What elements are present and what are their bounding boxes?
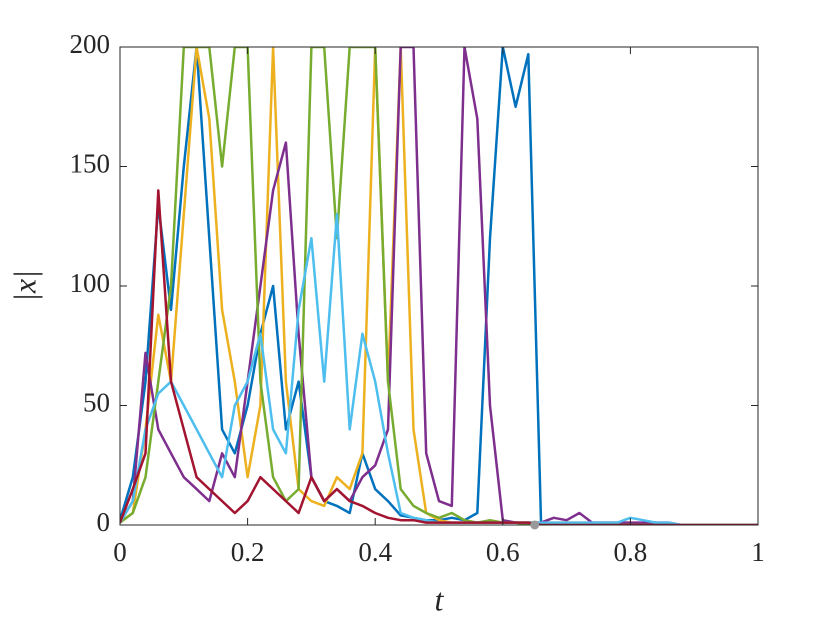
x-tick-label: 0.8 (614, 537, 648, 567)
y-tick-label: 50 (83, 388, 110, 418)
series-line (120, 189, 758, 525)
plot-area (120, 47, 758, 525)
series-line (120, 47, 758, 525)
series-line (120, 47, 758, 525)
y-tick-label: 150 (70, 149, 111, 179)
y-tick-label: 200 (70, 29, 111, 59)
x-tick-label: 1 (751, 537, 765, 567)
x-tick-label: 0.2 (231, 537, 265, 567)
x-tick-label: 0.4 (358, 537, 392, 567)
x-axis-label: t (435, 581, 445, 617)
axes-box (119, 46, 759, 526)
x-tick-label: 0.6 (486, 537, 520, 567)
series-line (120, 47, 758, 525)
y-tick-label: 100 (70, 268, 111, 298)
x-tick-label: 0 (113, 537, 127, 567)
marker (530, 520, 540, 530)
y-axis-label: |x| (6, 270, 42, 302)
y-tick-label: 0 (97, 507, 111, 537)
series-line (120, 47, 758, 525)
